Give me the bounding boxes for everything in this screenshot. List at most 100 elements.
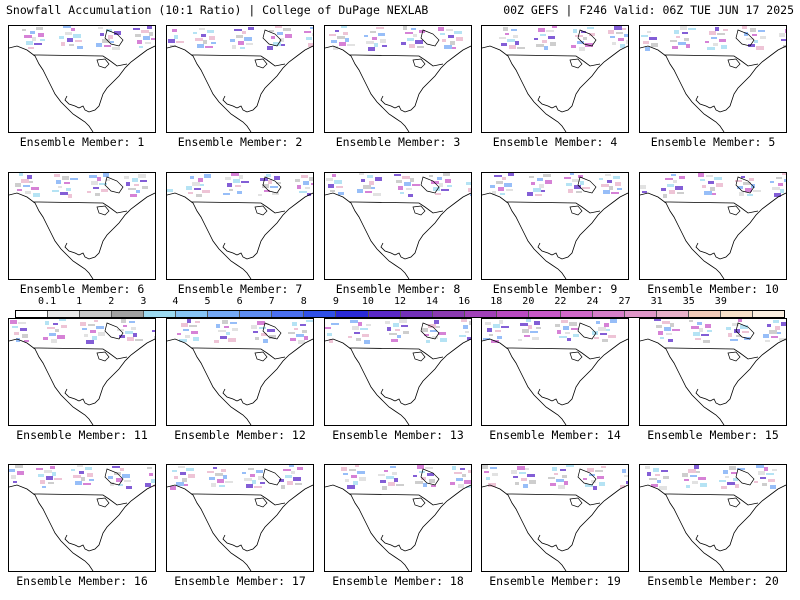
snow-shading: [239, 175, 243, 179]
ensemble-member-label: Ensemble Member: 7: [177, 282, 303, 296]
snow-shading: [748, 44, 755, 47]
snow-shading: [593, 486, 597, 490]
snow-shading: [277, 32, 283, 35]
snow-shading: [188, 192, 193, 194]
snow-shading: [422, 328, 428, 332]
snow-shading: [388, 482, 395, 486]
snow-shading: [288, 332, 295, 334]
snow-shading: [168, 39, 175, 43]
snow-shading: [244, 478, 252, 481]
snow-shading: [456, 37, 463, 41]
snow-shading: [611, 192, 619, 194]
snow-shading: [777, 332, 781, 334]
ensemble-member-map: [8, 464, 156, 572]
snow-shading: [172, 470, 177, 472]
snow-shading: [707, 47, 715, 50]
water-body-outline: [735, 322, 755, 340]
snow-shading: [268, 180, 272, 184]
colorbar-tick: 1: [76, 296, 83, 307]
snow-shading: [407, 38, 414, 41]
snow-shading: [174, 35, 178, 39]
snow-shading: [376, 27, 384, 29]
snow-shading: [220, 336, 227, 339]
snow-shading: [417, 465, 424, 469]
coastline: [64, 534, 80, 548]
colorbar-segment: [368, 311, 401, 317]
snow-shading: [769, 330, 777, 334]
snow-shading: [273, 42, 281, 46]
water-body-outline: [569, 58, 583, 69]
snow-shading: [207, 471, 214, 473]
snow-shading: [90, 330, 96, 333]
snow-shading: [727, 482, 735, 485]
snow-shading: [752, 34, 757, 36]
coastline: [236, 484, 313, 552]
snow-shading: [394, 174, 401, 176]
ensemble-member-map: [166, 172, 314, 280]
snow-shading: [745, 188, 752, 192]
snow-shading: [679, 176, 685, 179]
snow-shading: [513, 35, 518, 38]
ensemble-member-label: Ensemble Member: 10: [647, 282, 779, 296]
snow-shading: [218, 330, 226, 332]
snow-shading: [196, 194, 202, 197]
snow-shading: [89, 175, 97, 178]
snow-shading: [491, 340, 499, 343]
snow-shading: [133, 28, 140, 30]
snow-shading: [400, 192, 404, 194]
snow-shading: [225, 177, 231, 180]
snow-shading: [609, 186, 613, 190]
coastline: [9, 338, 94, 425]
snow-shading: [223, 475, 227, 479]
snow-shading: [677, 192, 684, 194]
snow-shading: [21, 179, 29, 183]
snow-shading: [121, 319, 126, 323]
snow-shading: [378, 474, 385, 476]
snow-shading: [446, 29, 453, 31]
coastline: [394, 338, 471, 406]
colorbar-segment: [112, 311, 145, 317]
snow-shading: [460, 468, 465, 470]
snow-shading: [75, 481, 82, 485]
snow-shading: [672, 46, 678, 49]
snow-shading: [77, 465, 83, 467]
snow-shading: [442, 39, 446, 42]
snow-shading: [366, 324, 371, 326]
snow-shading: [61, 42, 65, 46]
snow-shading: [125, 331, 133, 334]
coastline: [9, 484, 94, 571]
snow-shading: [386, 476, 394, 479]
snow-shading: [606, 329, 610, 331]
coastline: [222, 95, 238, 109]
map-outline: [325, 26, 471, 132]
snow-shading: [580, 181, 584, 185]
snow-shading: [126, 486, 132, 489]
water-body-outline: [569, 351, 583, 362]
map-outline: [640, 173, 786, 279]
snow-shading: [737, 468, 745, 470]
coastline: [506, 347, 601, 360]
coastline: [325, 484, 410, 571]
snow-shading: [289, 465, 294, 467]
snow-shading: [454, 472, 462, 474]
snow-shading: [61, 325, 67, 328]
snow-shading: [269, 335, 276, 339]
ensemble-member-label: Ensemble Member: 5: [650, 135, 776, 149]
snow-shading: [396, 180, 402, 183]
coastline: [394, 192, 471, 260]
map-outline: [167, 173, 313, 279]
snow-shading: [535, 194, 542, 196]
snow-shading: [258, 476, 264, 480]
snow-shading: [539, 184, 544, 188]
snow-shading: [382, 45, 387, 47]
water-body-outline: [104, 468, 124, 486]
snow-shading: [775, 326, 780, 330]
snow-shading: [534, 38, 538, 40]
coastline: [709, 45, 786, 113]
snow-shading: [411, 28, 416, 30]
snow-shading: [689, 320, 693, 322]
snow-shading: [222, 320, 228, 324]
snow-shading: [33, 193, 40, 197]
snow-shading: [762, 483, 767, 486]
snow-shading: [688, 469, 696, 473]
